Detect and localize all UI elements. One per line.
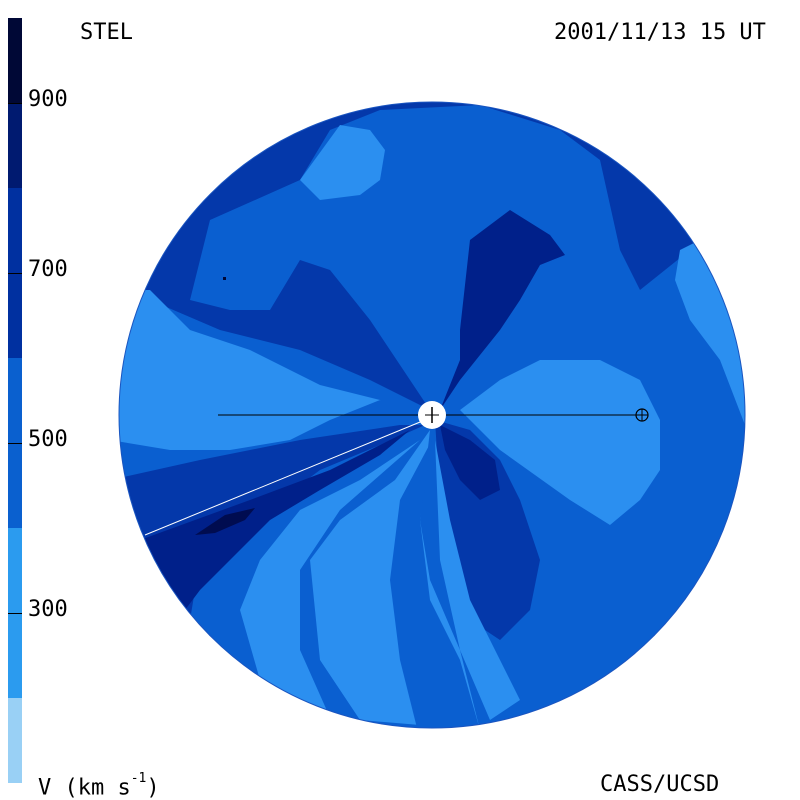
colorbar-tick-label: 300 bbox=[28, 597, 68, 622]
contour-light-lower-left bbox=[240, 440, 420, 728]
colorbar-tick-mark bbox=[8, 443, 22, 444]
colorbar-tick-mark bbox=[8, 103, 22, 104]
contour-mid-lower-center bbox=[390, 440, 480, 728]
unit-label-exponent: -1 bbox=[130, 771, 147, 786]
timestamp-label: 2001/11/13 15 UT bbox=[554, 20, 766, 45]
credit-label: CASS/UCSD bbox=[600, 772, 720, 797]
colorbar-tick-mark bbox=[8, 273, 22, 274]
contour-darker-center-right bbox=[440, 425, 500, 500]
heliosphere-disk-outline bbox=[118, 101, 746, 729]
colorbar-tick-mark bbox=[8, 613, 22, 614]
contour-upper-dark bbox=[119, 102, 745, 410]
white-sight-line bbox=[144, 419, 426, 536]
contour-dark-center-top bbox=[440, 210, 565, 410]
earth-icon bbox=[635, 408, 649, 422]
small-dot-marker bbox=[223, 277, 226, 280]
contour-light-lower-center bbox=[435, 440, 520, 720]
contour-light-left bbox=[119, 290, 420, 450]
contour-lower-left-darkest bbox=[195, 508, 255, 535]
colorbar-segment bbox=[8, 18, 22, 103]
observatory-label: STEL bbox=[80, 20, 133, 45]
colorbar-segment bbox=[8, 103, 22, 188]
unit-label-suffix: ) bbox=[146, 775, 160, 800]
contour-light-upper-left bbox=[300, 125, 385, 200]
contour-lower-left-dark bbox=[140, 430, 410, 610]
colorbar-segment bbox=[8, 698, 22, 783]
contour-light-right bbox=[460, 360, 660, 525]
colorbar-tick-label: 900 bbox=[28, 87, 68, 112]
colorbar-tick-label: 700 bbox=[28, 257, 68, 282]
unit-label-prefix: V (km s bbox=[38, 775, 131, 800]
colorbar-tick-label: 500 bbox=[28, 427, 68, 452]
colorbar-unit-label: V (km s-1) bbox=[38, 771, 160, 800]
